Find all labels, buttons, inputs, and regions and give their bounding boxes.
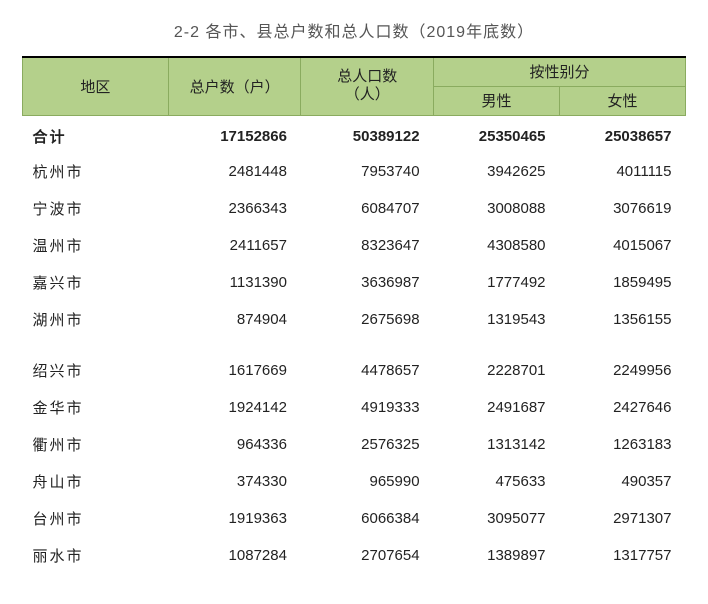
cell-region: 绍兴市 — [23, 352, 169, 389]
cell-households: 1924142 — [168, 389, 301, 426]
cell-population: 8323647 — [301, 227, 434, 264]
table-row: 嘉兴市1131390363698717774921859495 — [23, 264, 686, 301]
cell-female: 2427646 — [560, 389, 686, 426]
col-male: 男性 — [434, 86, 560, 115]
table-row: 金华市1924142491933324916872427646 — [23, 389, 686, 426]
cell-region: 丽水市 — [23, 537, 169, 574]
population-table: 地区 总户数（户） 总人口数（人） 按性别分 男性 女性 合计171528665… — [22, 56, 686, 574]
table-row: 舟山市374330965990475633490357 — [23, 463, 686, 500]
cell-region: 杭州市 — [23, 153, 169, 190]
col-by-sex: 按性别分 — [434, 57, 686, 86]
cell-male: 2491687 — [434, 389, 560, 426]
table-row — [23, 338, 686, 352]
cell-households: 874904 — [168, 301, 301, 338]
cell-households: 1087284 — [168, 537, 301, 574]
col-population-label: 总人口数（人） — [301, 68, 433, 106]
cell-population: 7953740 — [301, 153, 434, 190]
cell-population: 3636987 — [301, 264, 434, 301]
cell-male: 3008088 — [434, 190, 560, 227]
cell-female: 1317757 — [560, 537, 686, 574]
cell-region: 金华市 — [23, 389, 169, 426]
cell-region: 温州市 — [23, 227, 169, 264]
table-title: 2-2 各市、县总户数和总人口数（2019年底数） — [22, 18, 686, 42]
cell-male: 1313142 — [434, 426, 560, 463]
cell-female: 4011115 — [560, 153, 686, 190]
cell-households: 964336 — [168, 426, 301, 463]
cell-female: 490357 — [560, 463, 686, 500]
cell-female: 1859495 — [560, 264, 686, 301]
col-female: 女性 — [560, 86, 686, 115]
cell-population: 6066384 — [301, 500, 434, 537]
cell-population: 2707654 — [301, 537, 434, 574]
cell-female: 1263183 — [560, 426, 686, 463]
cell-male: 1319543 — [434, 301, 560, 338]
table-row: 宁波市2366343608470730080883076619 — [23, 190, 686, 227]
cell-female: 1356155 — [560, 301, 686, 338]
cell-households: 2366343 — [168, 190, 301, 227]
cell-population: 50389122 — [301, 115, 434, 153]
cell-male: 2228701 — [434, 352, 560, 389]
table-row: 绍兴市1617669447865722287012249956 — [23, 352, 686, 389]
cell-population: 4919333 — [301, 389, 434, 426]
cell-male: 475633 — [434, 463, 560, 500]
cell-region: 台州市 — [23, 500, 169, 537]
cell-population: 2675698 — [301, 301, 434, 338]
cell-male: 3942625 — [434, 153, 560, 190]
table-row: 杭州市2481448795374039426254011115 — [23, 153, 686, 190]
table-row: 温州市2411657832364743085804015067 — [23, 227, 686, 264]
cell-male: 1389897 — [434, 537, 560, 574]
cell-households: 17152866 — [168, 115, 301, 153]
col-population: 总人口数（人） — [301, 57, 434, 115]
cell-region: 合计 — [23, 115, 169, 153]
cell-male: 25350465 — [434, 115, 560, 153]
table-row: 丽水市1087284270765413898971317757 — [23, 537, 686, 574]
table-header: 地区 总户数（户） 总人口数（人） 按性别分 男性 女性 — [23, 57, 686, 115]
cell-female: 3076619 — [560, 190, 686, 227]
cell-region: 嘉兴市 — [23, 264, 169, 301]
table-row: 合计17152866503891222535046525038657 — [23, 115, 686, 153]
table-row: 台州市1919363606638430950772971307 — [23, 500, 686, 537]
cell-region: 舟山市 — [23, 463, 169, 500]
cell-male: 4308580 — [434, 227, 560, 264]
cell-region: 衢州市 — [23, 426, 169, 463]
cell-region: 湖州市 — [23, 301, 169, 338]
cell-female: 4015067 — [560, 227, 686, 264]
table-body: 合计17152866503891222535046525038657杭州市248… — [23, 115, 686, 574]
cell-female: 25038657 — [560, 115, 686, 153]
cell-female: 2249956 — [560, 352, 686, 389]
cell-population: 6084707 — [301, 190, 434, 227]
cell-households: 374330 — [168, 463, 301, 500]
table-row: 湖州市874904267569813195431356155 — [23, 301, 686, 338]
cell-households: 1131390 — [168, 264, 301, 301]
cell-region: 宁波市 — [23, 190, 169, 227]
col-region: 地区 — [23, 57, 169, 115]
cell-households: 1617669 — [168, 352, 301, 389]
cell-female: 2971307 — [560, 500, 686, 537]
col-households: 总户数（户） — [168, 57, 301, 115]
cell-population: 2576325 — [301, 426, 434, 463]
cell-male: 1777492 — [434, 264, 560, 301]
cell-households: 1919363 — [168, 500, 301, 537]
cell-population: 965990 — [301, 463, 434, 500]
cell-households: 2481448 — [168, 153, 301, 190]
cell-male: 3095077 — [434, 500, 560, 537]
table-container: 2-2 各市、县总户数和总人口数（2019年底数） 地区 总户数（户） 总人口数… — [0, 0, 708, 596]
table-row: 衢州市964336257632513131421263183 — [23, 426, 686, 463]
cell-households: 2411657 — [168, 227, 301, 264]
cell-population: 4478657 — [301, 352, 434, 389]
